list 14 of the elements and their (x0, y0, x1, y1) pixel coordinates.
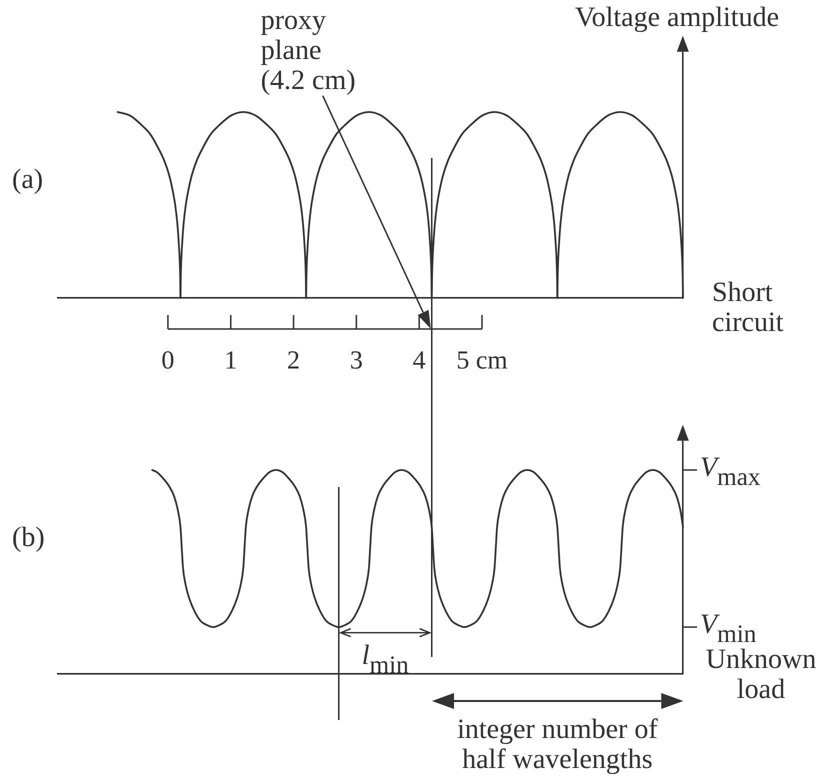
text: Short circuit (712, 277, 784, 338)
annotation: l$_{min}$ (362, 640, 409, 679)
x-tick-label: 4 (412, 345, 426, 374)
x-tick-label: 0 (161, 345, 174, 374)
text: V$_{max}$ (700, 452, 760, 491)
x-tick-label: 1 (224, 345, 238, 374)
x-tick-label: 3 (350, 345, 363, 374)
text: (b) (12, 522, 45, 553)
x-tick-label: 2 (287, 345, 300, 374)
text: integer number of half wavelengths (457, 714, 658, 775)
ref-line-label: proxy plane (4.2 cm) (260, 5, 356, 96)
text: (a) (12, 164, 44, 195)
y-axis-title: Voltage amplitude (575, 2, 779, 33)
x-tick-label: 5 cm (456, 345, 508, 374)
